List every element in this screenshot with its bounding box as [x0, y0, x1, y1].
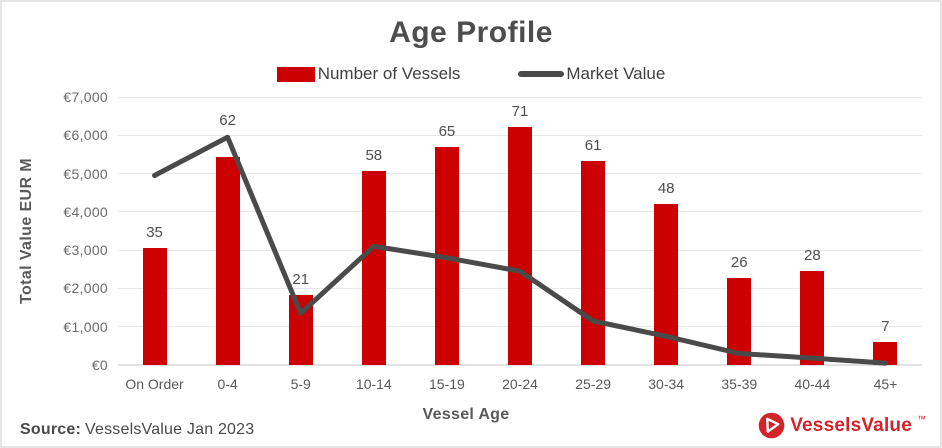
- source-note: Source: VesselsValue Jan 2023: [20, 421, 254, 439]
- x-tick-label-On Order: On Order: [125, 376, 184, 392]
- x-tick-label-40-44: 40-44: [794, 376, 831, 392]
- bar-40-44: [800, 271, 825, 365]
- bar-20-24: [508, 127, 532, 365]
- vesselsvalue-logo: VesselsValue ™: [758, 412, 926, 439]
- x-axis-title: Vessel Age: [422, 406, 510, 423]
- y-tick-label-7000: €7,000: [63, 89, 108, 105]
- legend-item-number-of-vessels: Number of Vessels: [276, 64, 461, 84]
- x-tick-label-30-34: 30-34: [648, 376, 685, 392]
- bar-swatch-icon: [276, 66, 315, 82]
- bar-10-14: [361, 170, 386, 365]
- bar-45+: [873, 341, 898, 365]
- bar-0-4: [215, 157, 240, 365]
- bar-25-29: [581, 160, 606, 365]
- chart-title: Age Profile: [389, 16, 553, 49]
- x-tick-label-5-9: 5-9: [290, 376, 311, 392]
- x-tick-label-45+: 45+: [873, 376, 898, 392]
- bar-value-label-45+: 7: [881, 317, 890, 335]
- x-tick-label-35-39: 35-39: [721, 376, 758, 392]
- bar-value-label-10-14: 58: [365, 146, 383, 164]
- y-tick-label-3000: €3,000: [63, 242, 108, 259]
- bar-On Order: [142, 247, 167, 365]
- legend-label-number-of-vessels: Number of Vessels: [317, 64, 461, 83]
- vesselsvalue-logo-text: VesselsValue: [790, 414, 912, 436]
- source-text: VesselsValue Jan 2023: [84, 421, 255, 438]
- gridline-0: [118, 364, 922, 366]
- bar-value-label-25-29: 61: [584, 136, 602, 154]
- bar-value-label-40-44: 28: [804, 247, 821, 265]
- bar-value-label-5-9: 21: [292, 270, 310, 288]
- bar-value-label-0-4: 62: [219, 112, 236, 130]
- bar-value-label-On Order: 35: [146, 223, 163, 241]
- bar-value-label-30-34: 48: [657, 180, 675, 198]
- y-tick-label-5000: €5,000: [63, 165, 108, 182]
- x-tick-label-10-14: 10-14: [355, 376, 392, 392]
- line-swatch-icon: [518, 71, 565, 77]
- legend: Number of Vessels Market Value: [2, 64, 940, 84]
- x-tick-label-0-4: 0-4: [217, 376, 238, 392]
- gridline-7000: [118, 96, 922, 98]
- bar-value-label-35-39: 26: [730, 253, 748, 271]
- bar-value-label-15-19: 65: [438, 123, 456, 141]
- x-tick-label-25-29: 25-29: [575, 376, 611, 392]
- y-tick-label-2000: €2,000: [63, 280, 108, 297]
- trademark-symbol: ™: [917, 413, 926, 424]
- legend-label-market-value: Market Value: [566, 64, 666, 83]
- x-tick-label-20-24: 20-24: [502, 376, 538, 392]
- x-tick-label-15-19: 15-19: [429, 376, 465, 392]
- y-tick-label-6000: €6,000: [63, 127, 108, 144]
- bar-value-label-20-24: 71: [511, 103, 529, 121]
- source-label: Source:: [20, 421, 81, 438]
- legend-item-market-value: Market Value: [518, 64, 665, 84]
- y-tick-label-4000: €4,000: [63, 203, 108, 220]
- vesselsvalue-logo-icon: [758, 412, 785, 439]
- market-value-line: [152, 134, 888, 366]
- y-tick-label-1000: €1,000: [63, 318, 108, 335]
- y-axis-title: Total Value EUR M: [18, 157, 35, 305]
- y-tick-label-0: €0: [91, 357, 108, 373]
